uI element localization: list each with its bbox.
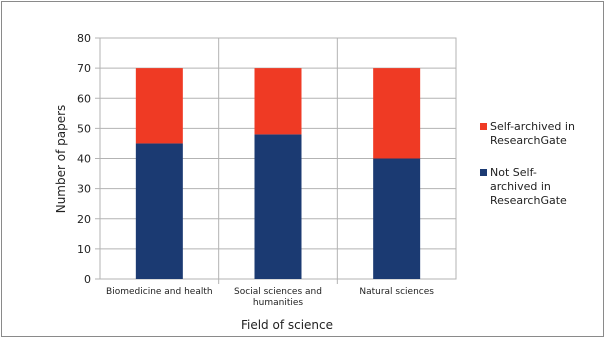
x-axis-title: Field of science	[241, 318, 333, 332]
y-tick-label: 10	[77, 243, 91, 256]
y-tick-label: 40	[77, 153, 91, 166]
bar-segment	[135, 68, 183, 144]
bar-segment	[254, 68, 302, 135]
bar-segment	[373, 68, 421, 159]
y-tick-label: 80	[77, 32, 91, 45]
legend-label: Self-archived in ResearchGate	[490, 120, 575, 147]
legend-label: Not Self-archived in ResearchGate	[490, 166, 567, 207]
x-tick-label: Biomedicine and health	[106, 287, 213, 297]
y-tick-label: 0	[84, 273, 91, 286]
bar-segment	[373, 158, 421, 279]
y-tick-label: 60	[77, 92, 91, 105]
y-tick-labels: 0 10 20 30 40 50 60 70 80	[77, 32, 91, 286]
y-axis-title: Number of papers	[54, 105, 68, 214]
x-tick-labels: Biomedicine and health Social sciences an…	[106, 287, 434, 308]
y-tick-label: 50	[77, 122, 91, 135]
y-tick-label: 70	[77, 62, 91, 75]
legend-swatch	[480, 123, 487, 130]
legend-swatch	[480, 169, 487, 176]
bar-segment	[254, 134, 302, 279]
x-tick-label: Natural sciences	[359, 287, 434, 297]
bar-marks	[135, 68, 421, 279]
legend: Self-archived in ResearchGate Not Self-arc…	[480, 120, 575, 207]
y-tick-label: 20	[77, 213, 91, 226]
bar-segment	[135, 143, 183, 279]
x-tick-label: Social sciences and humanities	[234, 287, 322, 308]
y-tick-label: 30	[77, 183, 91, 196]
